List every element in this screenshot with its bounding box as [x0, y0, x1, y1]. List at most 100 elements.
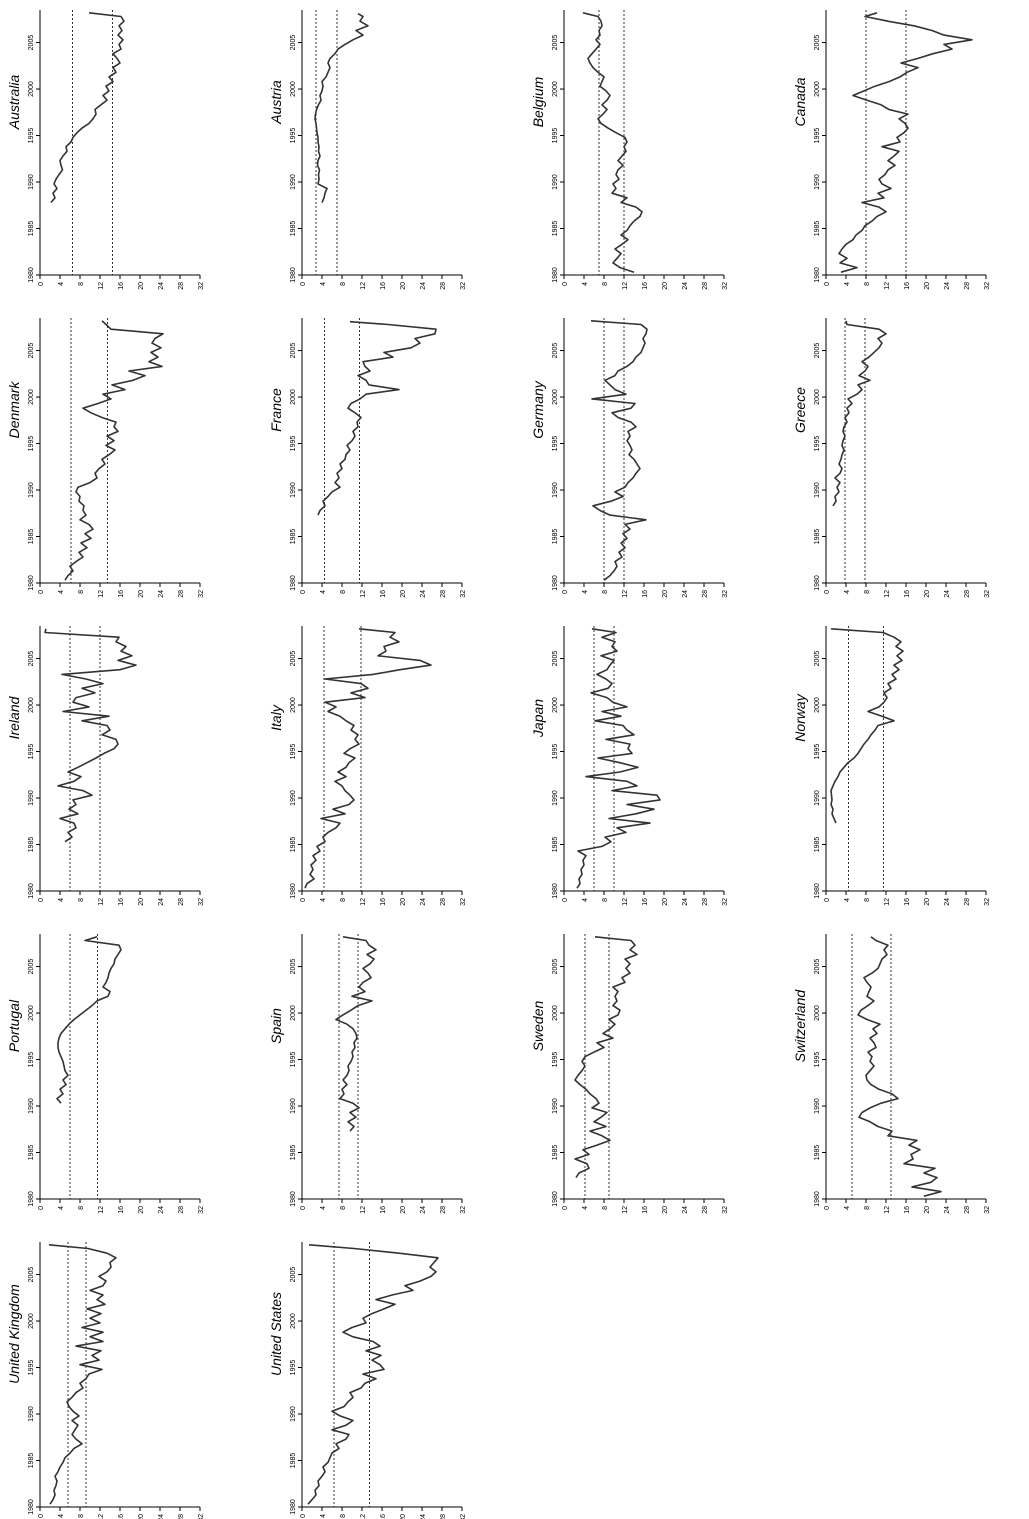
value-tick-label: 32 [198, 590, 205, 598]
series-line-norway [830, 628, 904, 824]
value-tick-label: 28 [964, 590, 971, 598]
value-tick-label: 20 [138, 282, 145, 290]
value-tick-label: 4 [320, 282, 327, 286]
panel-united-kingdom: 0 4 8 12 16 20 24 28 32 1980 1985 1990 1995 2000 2005 U… [6, 1242, 205, 1519]
value-tick-label: 24 [420, 590, 427, 598]
year-tick-label: 2000 [552, 697, 559, 713]
value-tick-label: 20 [662, 898, 669, 906]
year-tick-label: 2000 [552, 81, 559, 97]
value-tick-label: 4 [844, 590, 851, 594]
year-tick-label: 1995 [552, 744, 559, 760]
value-tick-label: 12 [622, 590, 629, 598]
year-tick-label: 2000 [290, 1313, 297, 1329]
value-tick-label: 16 [642, 282, 649, 290]
value-tick-label: 4 [844, 282, 851, 286]
year-tick-label: 1990 [552, 482, 559, 498]
year-tick-label: 1995 [552, 128, 559, 144]
year-tick-label: 1985 [28, 1145, 35, 1161]
panel-greece: 0 4 8 12 16 20 24 28 32 1980 1985 1990 1995 2000 2005 G… [792, 318, 991, 598]
year-tick-label: 1985 [28, 221, 35, 237]
series-line-ireland [44, 628, 137, 843]
value-tick-label: 32 [722, 282, 729, 290]
value-tick-label: 28 [178, 1514, 185, 1519]
value-tick-label: 28 [702, 590, 709, 598]
value-tick-label: 28 [440, 590, 447, 598]
value-tick-label: 12 [360, 282, 367, 290]
value-tick-label: 12 [98, 590, 105, 598]
panel-ireland: 0 4 8 12 16 20 24 28 32 1980 1985 1990 1995 2000 2005 I… [6, 626, 205, 906]
value-tick-label: 16 [118, 1206, 125, 1214]
year-tick-label: 2005 [814, 343, 821, 359]
year-tick-label: 1980 [290, 1499, 297, 1515]
panel-title: Germany [530, 380, 546, 439]
series-line-austria [314, 13, 369, 203]
value-tick-label: 20 [924, 282, 931, 290]
value-tick-label: 16 [904, 282, 911, 290]
series-line-belgium [582, 12, 643, 273]
value-tick-label: 0 [38, 282, 45, 286]
year-tick-label: 1985 [28, 529, 35, 545]
panel-title: Switzerland [792, 989, 808, 1063]
value-tick-label: 28 [178, 1206, 185, 1214]
series-line-greece [832, 320, 887, 507]
year-tick-label: 1995 [552, 1052, 559, 1068]
value-tick-label: 20 [662, 1206, 669, 1214]
year-tick-label: 2000 [552, 1005, 559, 1021]
value-tick-label: 4 [320, 898, 327, 902]
year-tick-label: 1980 [552, 575, 559, 591]
value-tick-label: 4 [58, 1206, 65, 1210]
year-tick-label: 1985 [814, 837, 821, 853]
value-tick-label: 16 [380, 282, 387, 290]
value-tick-label: 24 [682, 282, 689, 290]
value-tick-label: 20 [400, 1206, 407, 1214]
value-tick-label: 4 [58, 282, 65, 286]
panel-title: Spain [268, 1008, 284, 1044]
value-tick-label: 12 [360, 1514, 367, 1519]
series-line-france [317, 320, 437, 516]
value-tick-label: 20 [924, 590, 931, 598]
value-tick-label: 8 [602, 282, 609, 286]
year-tick-label: 2005 [814, 959, 821, 975]
value-tick-label: 8 [864, 590, 871, 594]
value-tick-label: 28 [964, 282, 971, 290]
year-tick-label: 1995 [290, 128, 297, 144]
value-tick-label: 24 [944, 1206, 951, 1214]
year-tick-label: 1990 [290, 790, 297, 806]
value-tick-label: 24 [158, 590, 165, 598]
value-tick-label: 4 [582, 898, 589, 902]
value-tick-label: 20 [662, 282, 669, 290]
year-tick-label: 1990 [28, 174, 35, 190]
value-tick-label: 24 [158, 1514, 165, 1519]
value-tick-label: 4 [320, 590, 327, 594]
value-tick-label: 20 [138, 1206, 145, 1214]
year-tick-label: 1980 [552, 267, 559, 283]
value-tick-label: 4 [582, 1206, 589, 1210]
value-tick-label: 8 [78, 590, 85, 594]
value-tick-label: 20 [400, 1514, 407, 1519]
value-tick-label: 16 [380, 1514, 387, 1519]
value-tick-label: 16 [904, 1206, 911, 1214]
year-tick-label: 1990 [814, 1098, 821, 1114]
year-tick-label: 2000 [28, 389, 35, 405]
value-tick-label: 0 [300, 898, 307, 902]
value-tick-label: 0 [562, 1206, 569, 1210]
panel-title: Canada [792, 77, 808, 126]
value-tick-label: 16 [642, 1206, 649, 1214]
year-tick-label: 1980 [814, 883, 821, 899]
year-tick-label: 1985 [28, 1453, 35, 1469]
panel-italy: 0 4 8 12 16 20 24 28 32 1980 1985 1990 1995 2000 2005 I… [268, 626, 467, 906]
value-tick-label: 32 [722, 590, 729, 598]
panel-title: France [268, 388, 284, 432]
year-tick-label: 1985 [290, 221, 297, 237]
value-tick-label: 8 [602, 1206, 609, 1210]
value-tick-label: 4 [58, 898, 65, 902]
year-tick-label: 1980 [290, 883, 297, 899]
value-tick-label: 0 [824, 282, 831, 286]
series-line-denmark [64, 320, 164, 581]
panel-spain: 0 4 8 12 16 20 24 28 32 1980 1985 1990 1995 2000 2005 S… [268, 934, 467, 1214]
year-tick-label: 1985 [814, 529, 821, 545]
value-tick-label: 20 [138, 898, 145, 906]
year-tick-label: 2000 [290, 389, 297, 405]
